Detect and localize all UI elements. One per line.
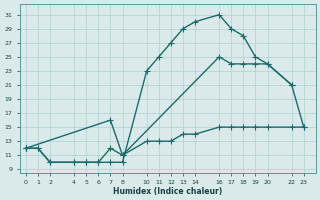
X-axis label: Humidex (Indice chaleur): Humidex (Indice chaleur) [113,187,222,196]
